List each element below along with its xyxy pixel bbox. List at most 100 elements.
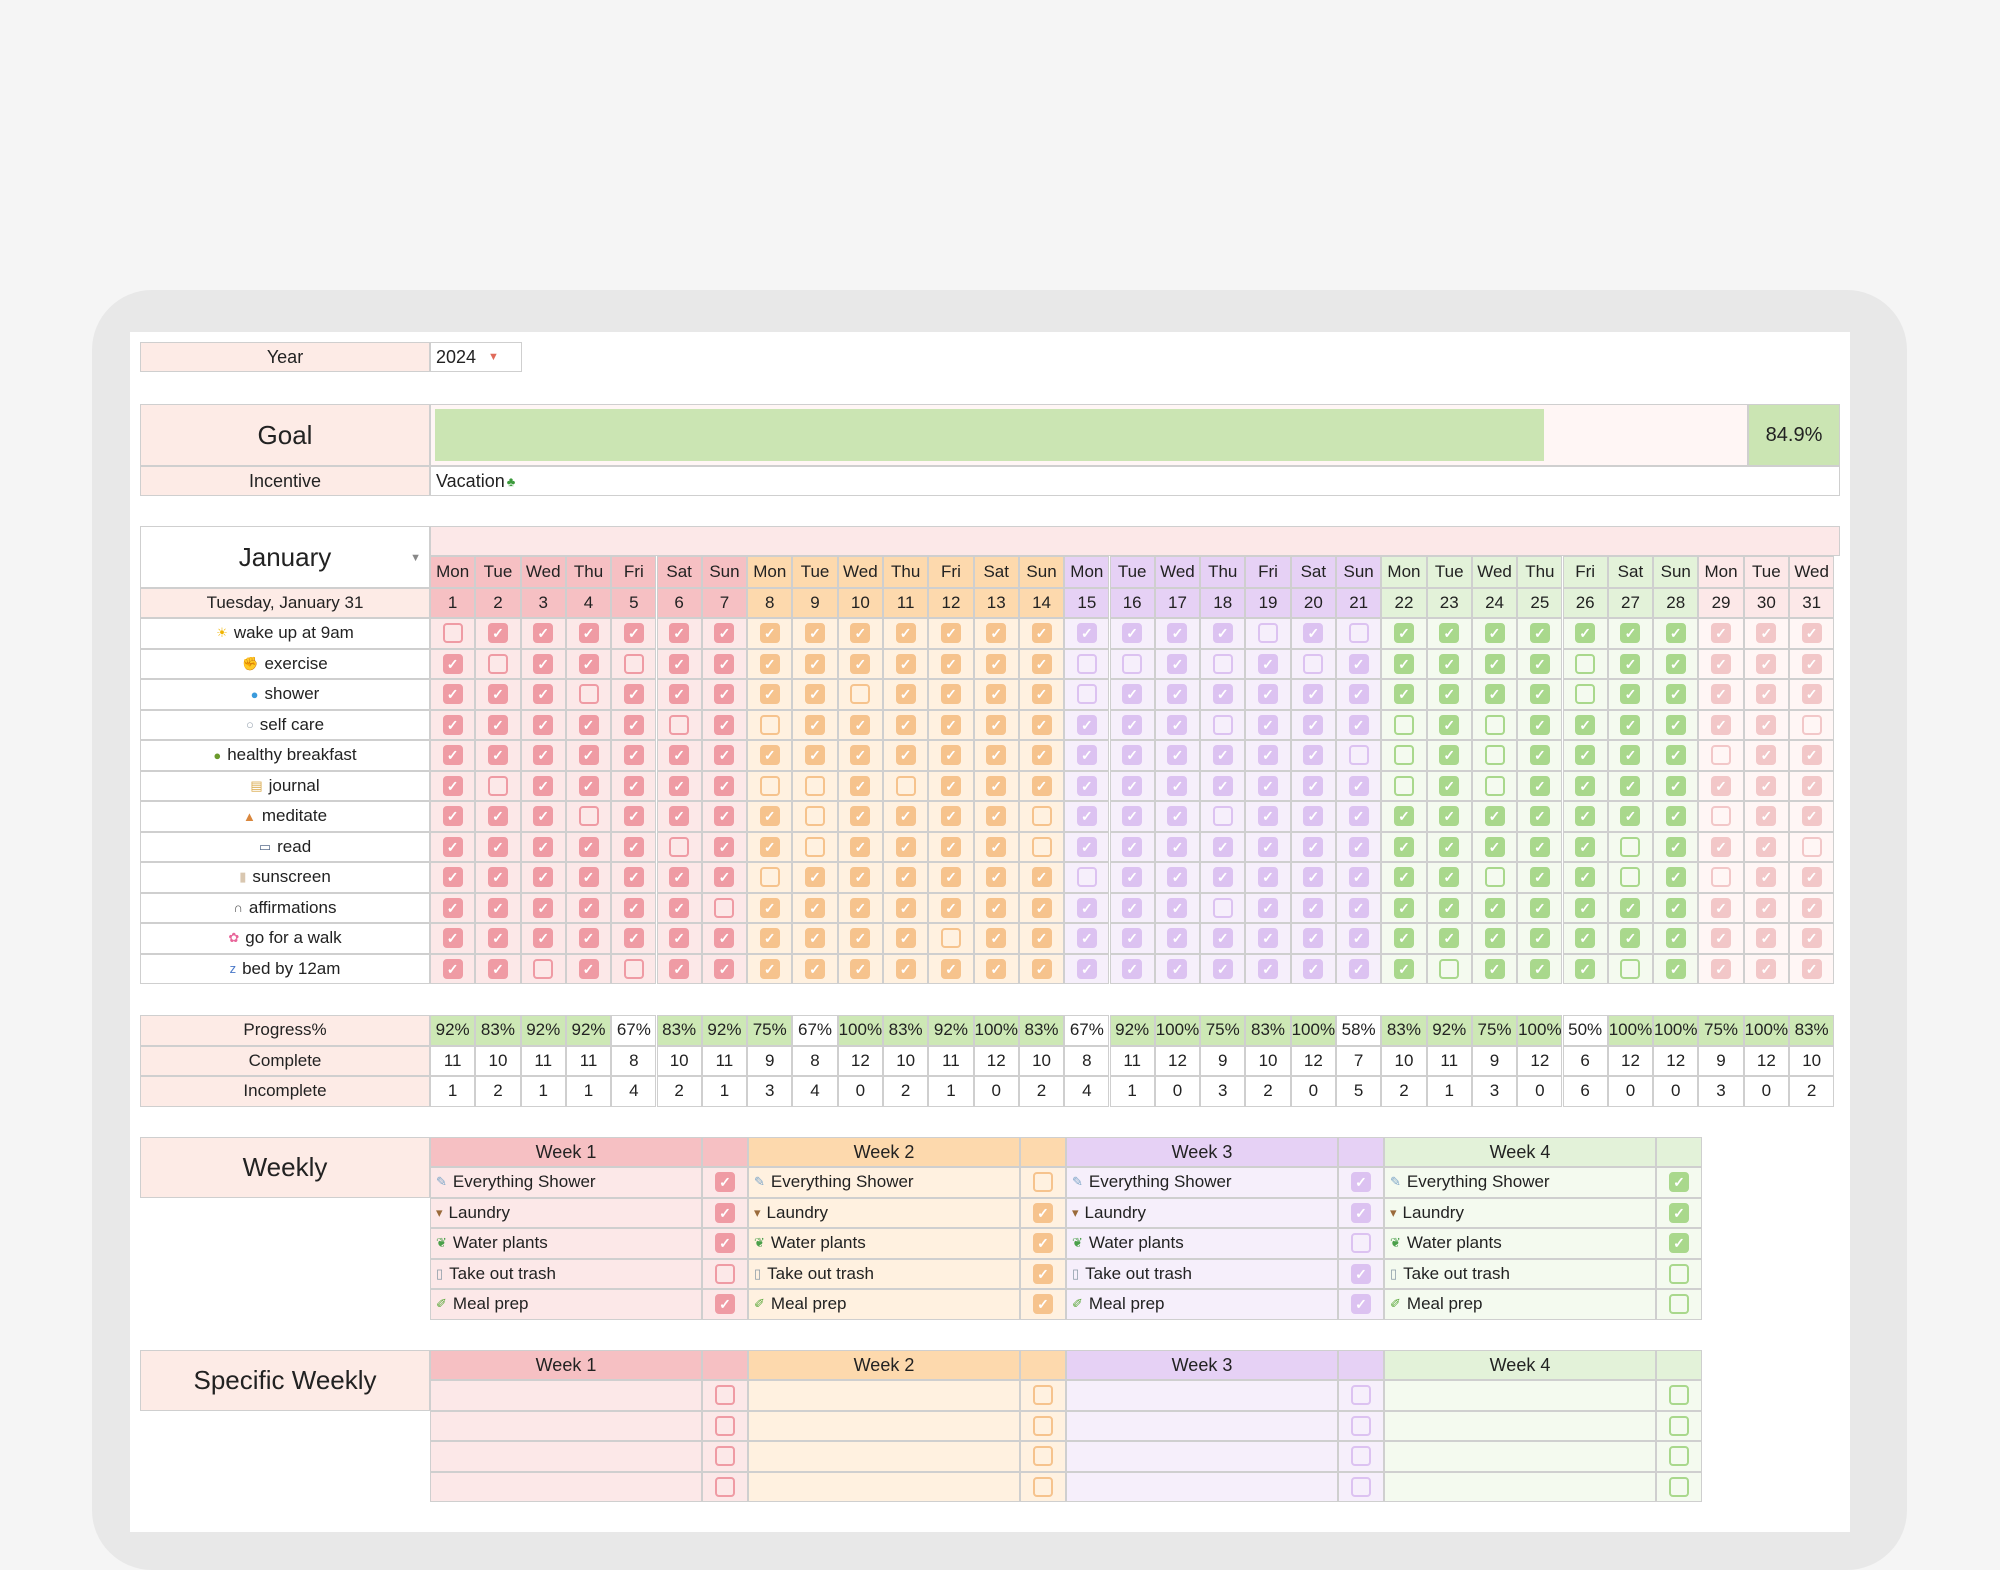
habit-checkbox-cell[interactable]: ✓ (1245, 831, 1291, 862)
checkbox[interactable]: ✓ (1167, 806, 1188, 827)
checkbox[interactable]: ✓ (714, 775, 735, 796)
habit-checkbox-cell[interactable]: ✓ (430, 770, 476, 801)
habit-checkbox-cell[interactable]: ✓ (1789, 892, 1835, 923)
checkbox[interactable]: ✓ (487, 714, 508, 735)
checkbox[interactable]: ✓ (986, 745, 1007, 766)
habit-checkbox-cell[interactable]: ✓ (1698, 679, 1744, 710)
checkbox[interactable]: ✓ (1076, 775, 1097, 796)
habit-checkbox-cell[interactable]: ✓ (747, 679, 793, 710)
habit-checkbox-cell[interactable] (1471, 862, 1518, 893)
checkbox[interactable]: ✓ (1439, 684, 1460, 705)
checkbox[interactable] (1348, 623, 1369, 644)
habit-checkbox-cell[interactable] (701, 892, 748, 923)
month-select[interactable]: January ▼ (140, 526, 430, 588)
habit-checkbox-cell[interactable]: ✓ (973, 709, 1019, 740)
habit-checkbox-cell[interactable]: ✓ (1471, 831, 1518, 862)
checkbox[interactable]: ✓ (895, 806, 916, 827)
weekly-checkbox-cell[interactable] (702, 1380, 748, 1411)
habit-checkbox-cell[interactable]: ✓ (973, 618, 1019, 649)
weekly-checkbox-cell[interactable]: ✓ (702, 1167, 748, 1198)
checkbox[interactable] (1076, 653, 1097, 674)
checkbox[interactable]: ✓ (940, 867, 961, 888)
habit-checkbox-cell[interactable]: ✓ (475, 618, 521, 649)
habit-checkbox-cell[interactable]: ✓ (1018, 740, 1065, 771)
habit-checkbox-cell[interactable]: ✓ (1290, 923, 1336, 954)
habit-checkbox-cell[interactable] (1562, 679, 1608, 710)
checkbox[interactable]: ✓ (1351, 1172, 1371, 1193)
habit-checkbox-cell[interactable] (1381, 740, 1427, 771)
habit-checkbox-cell[interactable]: ✓ (1154, 923, 1201, 954)
checkbox[interactable]: ✓ (1439, 806, 1460, 827)
habit-checkbox-cell[interactable]: ✓ (928, 618, 974, 649)
checkbox[interactable] (1033, 1415, 1053, 1436)
checkbox[interactable] (1439, 958, 1460, 979)
checkbox[interactable]: ✓ (1484, 806, 1505, 827)
checkbox[interactable]: ✓ (1756, 897, 1777, 918)
weekly-checkbox-cell[interactable] (1656, 1380, 1702, 1411)
checkbox[interactable]: ✓ (1575, 775, 1596, 796)
habit-checkbox-cell[interactable]: ✓ (475, 892, 521, 923)
habit-checkbox-cell[interactable]: ✓ (973, 892, 1019, 923)
checkbox[interactable]: ✓ (578, 928, 599, 949)
checkbox[interactable]: ✓ (442, 745, 463, 766)
checkbox[interactable]: ✓ (487, 897, 508, 918)
checkbox[interactable]: ✓ (623, 745, 644, 766)
habit-checkbox-cell[interactable]: ✓ (1109, 770, 1155, 801)
checkbox[interactable]: ✓ (759, 653, 780, 674)
habit-checkbox-cell[interactable]: ✓ (1517, 862, 1563, 893)
habit-checkbox-cell[interactable]: ✓ (837, 770, 883, 801)
checkbox[interactable] (1669, 1476, 1689, 1497)
checkbox[interactable]: ✓ (1801, 745, 1822, 766)
habit-checkbox-cell[interactable]: ✓ (1245, 923, 1291, 954)
checkbox[interactable] (895, 775, 916, 796)
checkbox[interactable]: ✓ (1529, 684, 1550, 705)
checkbox[interactable]: ✓ (623, 867, 644, 888)
habit-checkbox-cell[interactable]: ✓ (475, 831, 521, 862)
year-select[interactable]: 2024 ▼ (430, 342, 522, 372)
checkbox[interactable] (623, 958, 644, 979)
checkbox[interactable]: ✓ (442, 958, 463, 979)
habit-checkbox-cell[interactable]: ✓ (701, 862, 748, 893)
checkbox[interactable] (805, 775, 826, 796)
checkbox[interactable]: ✓ (1439, 653, 1460, 674)
checkbox[interactable]: ✓ (1033, 1233, 1053, 1254)
habit-checkbox-cell[interactable]: ✓ (837, 892, 883, 923)
checkbox[interactable]: ✓ (1031, 684, 1052, 705)
habit-checkbox-cell[interactable]: ✓ (1743, 862, 1789, 893)
checkbox[interactable]: ✓ (1393, 897, 1414, 918)
checkbox[interactable]: ✓ (1669, 1172, 1689, 1193)
habit-checkbox-cell[interactable]: ✓ (1653, 770, 1699, 801)
habit-checkbox-cell[interactable] (1064, 862, 1110, 893)
habit-checkbox-cell[interactable] (747, 709, 793, 740)
habit-checkbox-cell[interactable]: ✓ (747, 648, 793, 679)
habit-checkbox-cell[interactable]: ✓ (1200, 618, 1246, 649)
habit-checkbox-cell[interactable]: ✓ (475, 801, 521, 832)
habit-checkbox-cell[interactable]: ✓ (1698, 770, 1744, 801)
checkbox[interactable]: ✓ (669, 928, 690, 949)
checkbox[interactable] (759, 867, 780, 888)
habit-checkbox-cell[interactable]: ✓ (520, 831, 566, 862)
checkbox[interactable]: ✓ (1122, 897, 1143, 918)
checkbox[interactable]: ✓ (442, 867, 463, 888)
checkbox[interactable]: ✓ (1303, 684, 1324, 705)
weekly-checkbox-cell[interactable] (1020, 1441, 1066, 1472)
habit-checkbox-cell[interactable]: ✓ (1381, 923, 1427, 954)
checkbox[interactable]: ✓ (1303, 806, 1324, 827)
checkbox[interactable] (1351, 1385, 1371, 1406)
checkbox[interactable]: ✓ (759, 836, 780, 857)
habit-checkbox-cell[interactable]: ✓ (1653, 740, 1699, 771)
habit-checkbox-cell[interactable]: ✓ (565, 618, 612, 649)
checkbox[interactable]: ✓ (1756, 684, 1777, 705)
checkbox[interactable]: ✓ (1076, 806, 1097, 827)
checkbox[interactable]: ✓ (1575, 958, 1596, 979)
checkbox[interactable]: ✓ (1076, 623, 1097, 644)
habit-checkbox-cell[interactable]: ✓ (611, 862, 657, 893)
weekly-checkbox-cell[interactable] (1656, 1441, 1702, 1472)
checkbox[interactable]: ✓ (1303, 958, 1324, 979)
checkbox[interactable]: ✓ (1122, 775, 1143, 796)
checkbox[interactable]: ✓ (669, 806, 690, 827)
habit-checkbox-cell[interactable]: ✓ (565, 648, 612, 679)
checkbox[interactable]: ✓ (1167, 684, 1188, 705)
checkbox[interactable]: ✓ (578, 867, 599, 888)
checkbox[interactable]: ✓ (533, 867, 554, 888)
